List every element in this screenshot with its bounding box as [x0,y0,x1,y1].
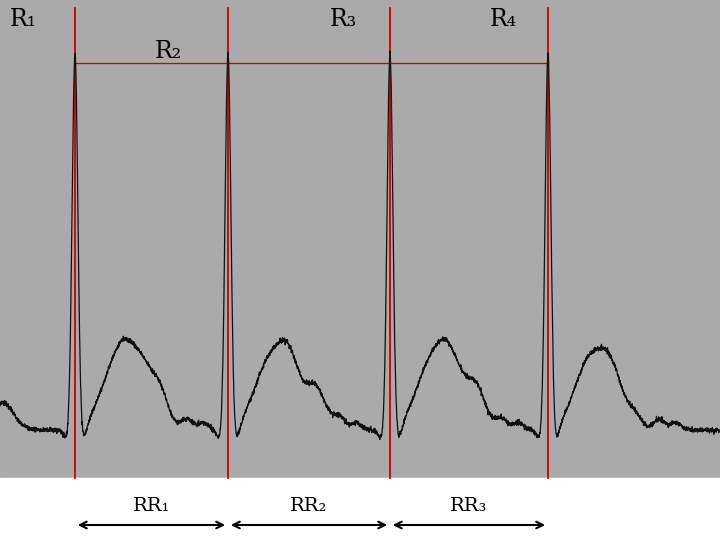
Text: R₃: R₃ [330,8,357,31]
Text: R₄: R₄ [490,8,517,31]
Text: RR₂: RR₂ [290,497,328,515]
Text: R₁: R₁ [10,8,37,31]
Text: RR₃: RR₃ [450,497,487,515]
Text: RR₁: RR₁ [132,497,170,515]
Text: R₂: R₂ [155,40,182,63]
Bar [0,478,720,540]
